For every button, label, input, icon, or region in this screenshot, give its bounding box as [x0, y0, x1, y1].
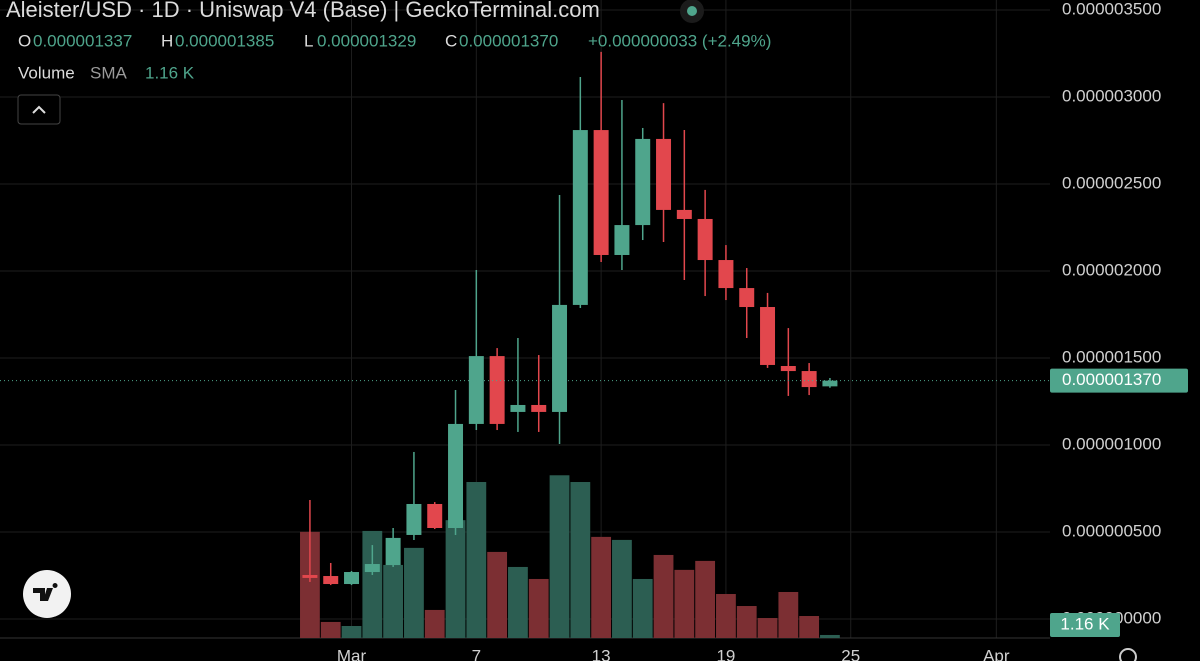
volume-bar — [383, 564, 404, 638]
candle-body — [531, 404, 547, 412]
volume-bar — [695, 560, 716, 638]
volume-bar — [570, 482, 591, 638]
low-value: 0.000001329 — [317, 31, 416, 50]
volume-bar — [320, 621, 341, 638]
y-tick-label: 0.000002500 — [1062, 173, 1161, 192]
volume-bar — [404, 547, 424, 638]
candle-body — [718, 260, 734, 289]
y-tick-label: 0.000002000 — [1062, 260, 1161, 279]
volume-bar — [487, 551, 508, 638]
candle-body — [656, 138, 672, 210]
low-label: L — [304, 31, 313, 50]
sma-value: 1.16 K — [145, 63, 195, 82]
y-tick-label: 0.000003500 — [1062, 0, 1161, 18]
candle-body — [760, 307, 776, 365]
volume-bar — [674, 569, 695, 638]
candle-body — [635, 138, 651, 226]
candle-body — [739, 288, 755, 308]
x-tick-label: Apr — [983, 646, 1010, 661]
candle-body — [572, 130, 588, 305]
candle-body — [385, 537, 401, 566]
candle-body — [344, 572, 360, 585]
x-tick-label: 19 — [716, 646, 735, 661]
volume-bar — [778, 591, 799, 638]
candle-body — [510, 404, 526, 412]
close-value: 0.000001370 — [459, 31, 558, 50]
close-label: C — [445, 31, 457, 50]
high-value: 0.000001385 — [175, 31, 274, 50]
volume-bar — [508, 566, 528, 638]
x-tick-label: 25 — [841, 646, 860, 661]
candle-body — [614, 225, 630, 255]
candle-body — [552, 304, 568, 412]
settings-icon[interactable] — [1119, 648, 1137, 661]
volume-pane — [300, 475, 840, 638]
volume-sma-label: 1.16 K — [1060, 614, 1110, 633]
y-tick-label: 0.000003000 — [1062, 86, 1161, 105]
volume-bar — [632, 578, 653, 638]
status-dot — [687, 6, 697, 16]
volume-bar — [757, 618, 778, 638]
volume-bar — [591, 536, 612, 638]
open-value: 0.000001337 — [33, 31, 132, 50]
logo-mark — [33, 583, 58, 601]
candle-body — [427, 503, 443, 528]
candle-body — [676, 209, 692, 219]
volume-bar — [820, 634, 840, 638]
chart-title: Aleister/USD · 1D · Uniswap V4 (Base) | … — [6, 0, 600, 22]
volume-bar — [362, 530, 383, 638]
last-price-badge — [1050, 368, 1188, 393]
volume-label: Volume — [18, 63, 75, 82]
candle-body — [468, 356, 484, 424]
candle-body — [822, 380, 838, 387]
candle-body — [780, 366, 796, 372]
x-tick-label: 13 — [592, 646, 611, 661]
volume-bar — [612, 539, 632, 638]
change-value: +0.000000033 (+2.49%) — [588, 31, 771, 50]
y-tick-label: 0.000000500 — [1062, 521, 1161, 540]
high-label: H — [161, 31, 173, 50]
candle-body — [364, 564, 380, 573]
candle-body — [448, 423, 464, 528]
y-tick-label: 0.000001500 — [1062, 347, 1161, 366]
volume-bar — [424, 609, 445, 638]
volume-bar — [549, 475, 570, 638]
volume-sma-badge — [1050, 612, 1120, 637]
volume-bar — [528, 578, 549, 638]
y-tick-label: 0.000001000 — [1062, 434, 1161, 453]
price-pane — [302, 51, 838, 586]
sma-label: SMA — [90, 63, 128, 82]
candle-body — [593, 130, 609, 255]
volume-bar — [653, 554, 674, 638]
candle-body — [801, 371, 817, 388]
candle-body — [302, 574, 318, 578]
collapse-button[interactable] — [17, 94, 61, 125]
candle-body — [406, 503, 422, 535]
chevron-icon — [32, 105, 46, 114]
x-tick-label: 7 — [472, 646, 481, 661]
x-tick-label: Mar — [337, 646, 367, 661]
volume-bar — [341, 625, 362, 638]
volume-bar — [799, 616, 820, 638]
volume-bar — [466, 482, 487, 638]
volume-bar — [716, 594, 736, 638]
candle-body — [323, 576, 339, 585]
volume-bar — [300, 531, 320, 638]
volume-bar — [736, 606, 757, 638]
candle-body — [697, 218, 713, 261]
volume-bar — [445, 520, 466, 638]
last-price-label: 0.000001370 — [1062, 370, 1161, 389]
candle-body — [489, 356, 505, 424]
open-label: O — [18, 31, 31, 50]
grid — [0, 0, 1050, 639]
